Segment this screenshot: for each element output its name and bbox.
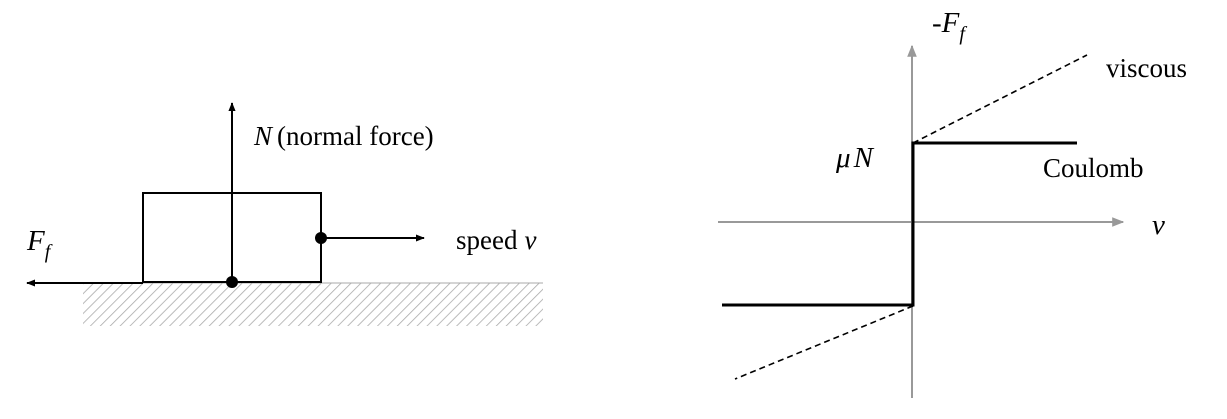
free-body-diagram: N (normal force) speed v Ff bbox=[26, 102, 543, 326]
speed-origin-dot bbox=[315, 232, 327, 244]
normal-force-origin-dot bbox=[226, 276, 238, 288]
viscous-label: viscous bbox=[1106, 53, 1187, 83]
friction-force-label: Ff bbox=[26, 225, 53, 263]
y-axis-label: -Ff bbox=[932, 7, 967, 45]
coulomb-step-line bbox=[722, 141, 1077, 307]
viscous-line-lower bbox=[734, 305, 914, 380]
viscous-line-upper bbox=[912, 54, 1088, 144]
ground bbox=[83, 283, 543, 326]
speed-label: speed v bbox=[456, 225, 536, 255]
coulomb-label: Coulomb bbox=[1043, 153, 1144, 183]
x-axis-label: v bbox=[1152, 209, 1165, 241]
normal-force-label: N (normal force) bbox=[253, 121, 434, 151]
